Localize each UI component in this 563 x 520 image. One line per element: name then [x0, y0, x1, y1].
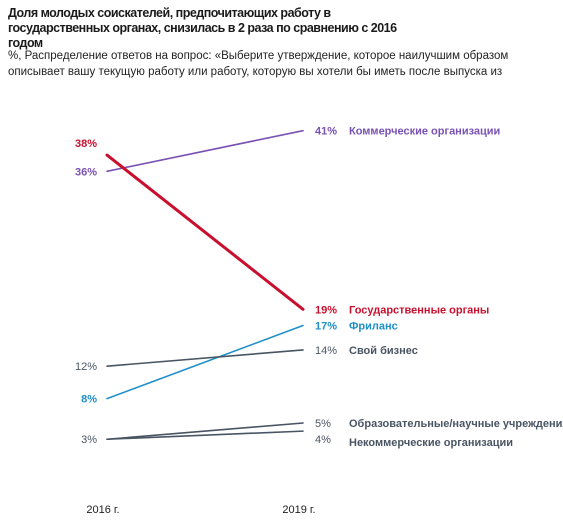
series-6-end-label: 4%: [315, 434, 331, 446]
series-1-line: [106, 129, 304, 173]
series-2-end-label: 19%: [315, 304, 337, 316]
series-3-line: [106, 324, 304, 400]
chart-subtitle: %, Распределение ответов на вопрос: «Выб…: [8, 50, 509, 78]
series-3-name-label: Фриланс: [349, 321, 398, 333]
series-4-name-label: Свой бизнес: [349, 345, 418, 357]
x-tick-label-1: 2016 г.: [86, 504, 119, 516]
series-2-line: [105, 153, 305, 311]
series-6-line: [106, 430, 304, 441]
x-tick-label-2: 2019 г.: [282, 504, 315, 516]
chart-title: Доля молодых соискателей, предпочитающих…: [8, 6, 397, 50]
series-1-start-label: 36%: [75, 166, 97, 178]
series-5-line: [106, 422, 304, 441]
series-4-start-label: 12%: [75, 361, 97, 373]
series-5-end-label: 5%: [315, 418, 331, 430]
series-5-name-label: Образовательные/научные учреждения: [349, 418, 563, 430]
series-4-end-label: 14%: [315, 345, 337, 357]
series-2-name-label: Государственные органы: [349, 304, 489, 316]
series-1-name-label: Коммерческие организации: [349, 126, 500, 138]
series-3-start-label: 8%: [81, 394, 97, 406]
series-4-line: [106, 349, 304, 367]
series-3-end-label: 17%: [315, 321, 337, 333]
series-2-start-label: 38%: [75, 138, 97, 150]
series-6-name-label: Некоммерческие организации: [349, 437, 513, 449]
series-5-start-label: 3%: [81, 434, 97, 446]
series-1-end-label: 41%: [315, 126, 337, 138]
